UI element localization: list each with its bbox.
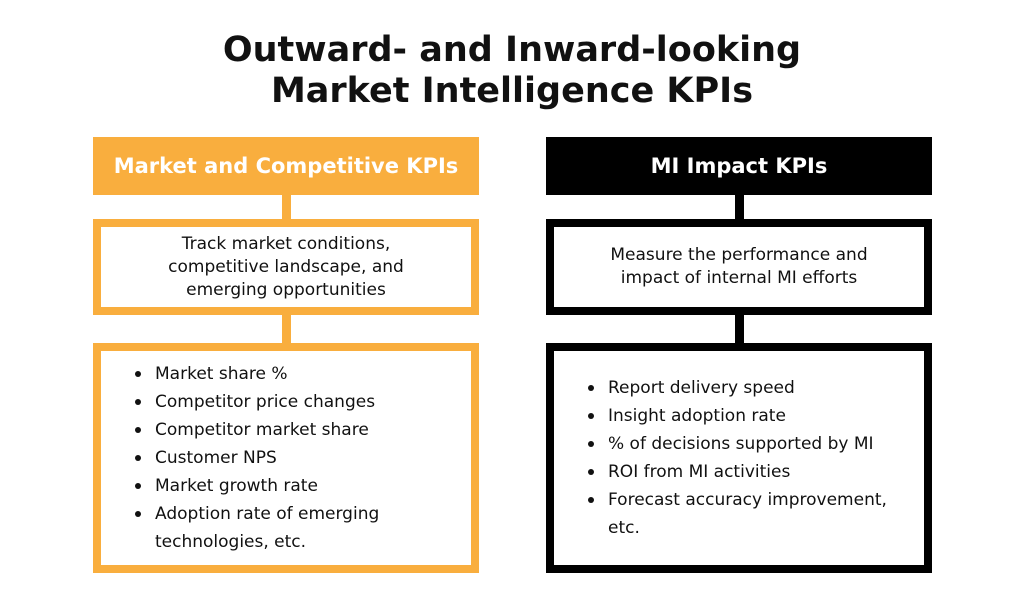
connector-line (735, 195, 744, 219)
connector-line (282, 195, 291, 219)
mi-impact-kpi-list: Report delivery speed Insight adoption r… (546, 343, 932, 573)
bullet-icon (135, 371, 141, 377)
list-item: Market growth rate (135, 472, 445, 500)
bullet-icon (135, 427, 141, 433)
list-item: ROI from MI activities (588, 458, 898, 486)
market-competitive-kpi-list: Market share % Competitor price changes … (93, 343, 479, 573)
mi-impact-description: Measure the performance and impact of in… (546, 219, 932, 315)
title-line-1: Outward- and Inward-looking (222, 30, 802, 70)
connector-line (282, 315, 291, 343)
bullet-icon (588, 413, 594, 419)
bullet-icon (135, 399, 141, 405)
list-item: Insight adoption rate (588, 402, 898, 430)
bullet-icon (588, 385, 594, 391)
list-item: Competitor market share (135, 416, 445, 444)
list-item: Forecast accuracy improvement, etc. (588, 486, 898, 542)
title-line-2: Market Intelligence KPIs (270, 71, 754, 111)
bullet-icon (588, 469, 594, 475)
list-item: Market share % (135, 360, 445, 388)
bullet-icon (135, 483, 141, 489)
list-item: % of decisions supported by MI (588, 430, 898, 458)
diagram-title: Outward- and Inward-looking Market Intel… (0, 30, 1024, 112)
description-text: Track market conditions, competitive lan… (168, 233, 404, 300)
bullet-icon (588, 497, 594, 503)
description-text: Measure the performance and impact of in… (610, 245, 868, 288)
list-item: Adoption rate of emerging technologies, … (135, 500, 445, 556)
list-item: Competitor price changes (135, 388, 445, 416)
market-competitive-description: Track market conditions, competitive lan… (93, 219, 479, 315)
bullet-icon (135, 455, 141, 461)
bullet-icon (135, 511, 141, 517)
connector-line (735, 315, 744, 343)
bullet-icon (588, 441, 594, 447)
mi-impact-header: MI Impact KPIs (546, 137, 932, 195)
list-item: Customer NPS (135, 444, 445, 472)
list-item: Report delivery speed (588, 374, 898, 402)
market-competitive-header: Market and Competitive KPIs (93, 137, 479, 195)
